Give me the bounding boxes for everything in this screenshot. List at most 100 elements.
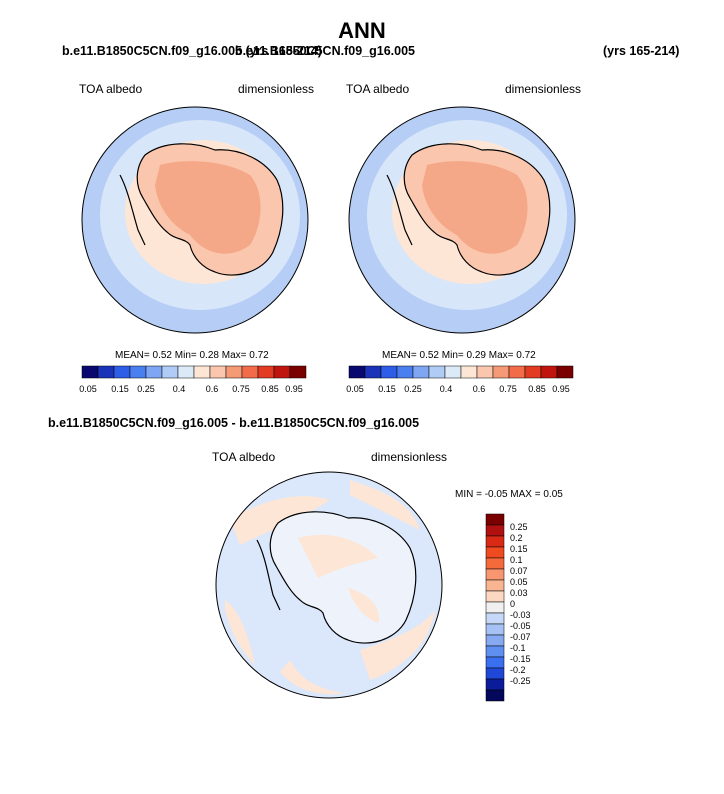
diff-colorbar-swatch [485, 656, 505, 669]
panel2-colorbar-tick-label: 0.15 [378, 384, 396, 394]
panel1-colorbar-swatch [257, 365, 275, 379]
diff-colorbar-label: 0.2 [510, 533, 523, 543]
diff-colorbar-swatch [485, 557, 505, 570]
panel2-colorbar-tick-label: 0.75 [499, 384, 517, 394]
diff-colorbar-swatch [485, 634, 505, 647]
panel1-colorbar-swatch [289, 365, 307, 379]
panel1-colorbar-tick-label: 0.15 [111, 384, 129, 394]
diff-colorbar-label: 0.05 [510, 577, 528, 587]
panel1-min-label: Min= [174, 350, 197, 361]
panel1-colorbar-tick-label: 0.05 [79, 384, 97, 394]
diff-variable-label: TOA albedo [212, 450, 276, 464]
panel1-colorbar-swatch [97, 365, 115, 379]
diff-map-border [215, 471, 443, 699]
panel2-colorbar-tick-label: 0.05 [346, 384, 364, 394]
diff-colorbar-label: -0.2 [510, 665, 526, 675]
panel1-colorbar-swatch [129, 365, 147, 379]
panel1-colorbar-swatch [145, 365, 163, 379]
panel2-map-border [348, 106, 576, 334]
panel1-colorbar-tick-label: 0.4 [173, 384, 186, 394]
panel1-colorbar-tick-label: 0.85 [261, 384, 279, 394]
panel1-colorbar-tick-label: 0.25 [137, 384, 155, 394]
diff-colorbar-label: 0.1 [510, 555, 523, 565]
diff-colorbar-label: 0.07 [510, 566, 528, 576]
panel2-max-value: 0.72 [516, 350, 536, 361]
panel1-colorbar-swatch [209, 365, 227, 379]
panel2-colorbar-swatch [396, 365, 414, 379]
diff-colorbar-label: -0.1 [510, 643, 526, 653]
diff-colorbar-swatch [485, 645, 505, 658]
panel1-colorbar-tick-label: 0.95 [285, 384, 303, 394]
diff-fill [216, 472, 442, 698]
diff-colorbar-swatch [485, 678, 505, 691]
panel1-colorbar-swatch [273, 365, 291, 379]
diff-colorbar-swatch [485, 601, 505, 614]
panel2-min-value: 0.29 [466, 350, 486, 361]
diff-range-text: MIN = -0.05 MAX = 0.05 [455, 489, 563, 500]
diff-colorbar-swatch [485, 568, 505, 581]
diff-colorbar-swatch [485, 667, 505, 680]
diff-colorbar-swatch [485, 623, 505, 636]
panel1-variable-label: TOA albedo [79, 82, 143, 96]
panel1-colorbar-swatch [177, 365, 195, 379]
panel2-mean-value: 0.52 [419, 350, 439, 361]
panel2-colorbar-tick-label: 0.85 [528, 384, 546, 394]
panel1-mean-value: 0.52 [152, 350, 172, 361]
panel1-colorbar-swatch [161, 365, 179, 379]
panel1-colorbar: 0.05 0.15 0.25 0.4 0.6 0.75 0.85 0.95 [79, 365, 307, 394]
panel2-colorbar-swatch [380, 365, 398, 379]
panel2-colorbar-swatch [412, 365, 430, 379]
panel2-units-label: dimensionless [505, 82, 582, 96]
panel2-colorbar-swatch [540, 365, 558, 379]
panel2-colorbar-swatch [364, 365, 382, 379]
panel2-min-label: Min= [441, 350, 464, 361]
panel2-colorbar-swatch [508, 365, 526, 379]
diff-colorbar-swatch [485, 612, 505, 625]
panel2-colorbar-tick-label: 0.25 [404, 384, 422, 394]
panel2-colorbar: 0.05 0.15 0.25 0.4 0.6 0.75 0.85 0.95 [346, 365, 574, 394]
panel2-colorbar-swatch [476, 365, 494, 379]
diff-colorbar-swatch [485, 579, 505, 592]
panel2-colorbar-swatch [524, 365, 542, 379]
panel2-colorbar-swatch [428, 365, 446, 379]
case2-title: b.e11.B1850C5CN.f09_g16.005 [235, 44, 415, 58]
page-title: ANN [338, 18, 386, 43]
panel2-colorbar-tick-label: 0.95 [552, 384, 570, 394]
diff-colorbar-swatch [485, 546, 505, 559]
diff-colorbar-label: -0.25 [510, 676, 531, 686]
panel2-colorbar-tick-label: 0.6 [473, 384, 486, 394]
diff-colorbar-swatch [485, 513, 505, 526]
diff-title: b.e11.B1850C5CN.f09_g16.005 - b.e11.B185… [48, 416, 420, 430]
diff-colorbar-swatch [485, 590, 505, 603]
panel2-fill [349, 107, 575, 333]
diff-units-label: dimensionless [371, 450, 448, 464]
panel2-stats: MEAN= 0.52 Min= 0.29 Max= 0.72 [382, 350, 536, 361]
panel2-variable-label: TOA albedo [346, 82, 410, 96]
panel1-map-border [81, 106, 309, 334]
panel1-colorbar-swatch [193, 365, 211, 379]
panel1-colorbar-swatch [225, 365, 243, 379]
panel1-colorbar-swatch [81, 365, 99, 379]
case1-title: b.e11.B1850C5CN.f09_g16.005 (yrs 165-214… [62, 44, 322, 58]
panel2-colorbar-swatch [348, 365, 366, 379]
panel1-max-label: Max= [221, 350, 247, 361]
diff-colorbar-label: 0.15 [510, 544, 528, 554]
panel2-colorbar-swatch [492, 365, 510, 379]
panel2-colorbar-swatch [460, 365, 478, 379]
panel1-colorbar-tick-label: 0.6 [206, 384, 219, 394]
diff-colorbar-swatch [485, 524, 505, 537]
diff-colorbar-label: -0.15 [510, 654, 531, 664]
panel1-colorbar-swatch [113, 365, 131, 379]
panel2-max-label: Max= [488, 350, 514, 361]
diff-colorbar-label: -0.03 [510, 610, 531, 620]
diff-colorbar-label: 0.25 [510, 522, 528, 532]
case2-years: (yrs 165-214) [603, 44, 680, 58]
panel1-stats: MEAN= 0.52 Min= 0.28 Max= 0.72 [115, 350, 269, 361]
diff-colorbar-label: 0 [510, 599, 515, 609]
diff-colorbar-label: -0.05 [510, 621, 531, 631]
diff-colorbar-swatch [485, 535, 505, 548]
panel1-min-value: 0.28 [199, 350, 219, 361]
panel1-fill [82, 107, 308, 333]
panel2-colorbar-swatch [444, 365, 462, 379]
